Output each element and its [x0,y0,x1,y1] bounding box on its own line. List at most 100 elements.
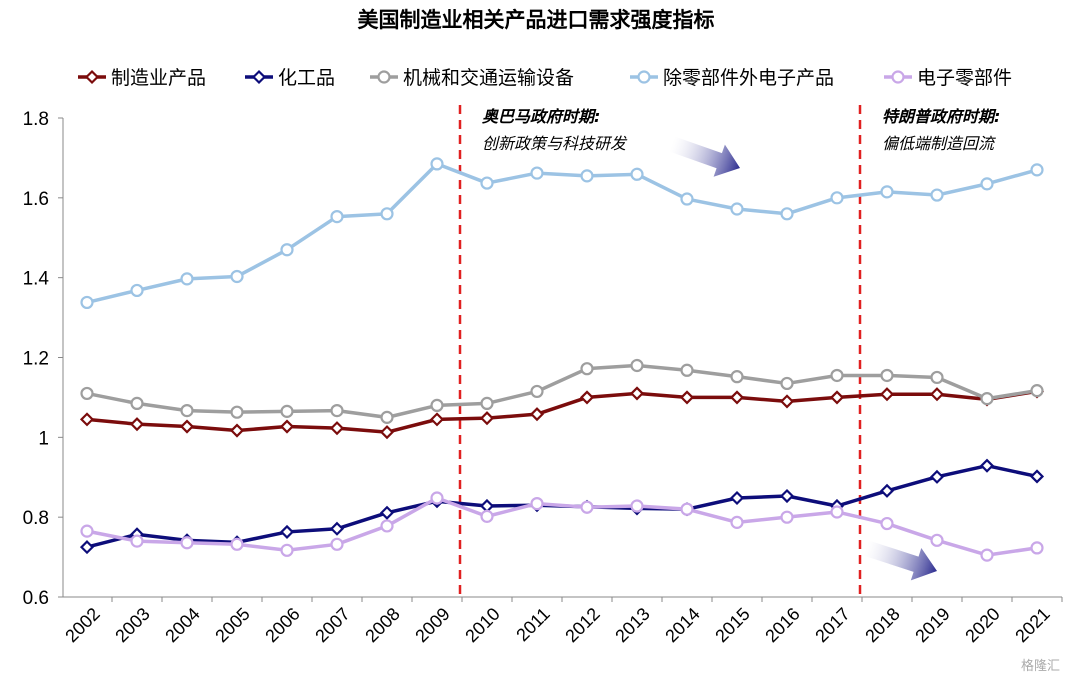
y-tick-label: 0.8 [23,508,49,529]
series-4 [80,157,1044,310]
series-1 [79,384,1045,440]
data-point [729,490,745,506]
data-point [829,390,845,405]
legend-marker [84,69,100,85]
data-point [830,368,844,383]
data-point [480,509,494,523]
x-tick-label: 2013 [611,604,653,646]
data-point [780,510,794,524]
data-point [129,417,145,432]
legend: 制造业产品 化工品 机械和交通运输设备 除零部件外电子产品 电子零部件 [78,67,1012,89]
data-point [380,207,394,221]
data-point [580,169,594,183]
data-point [330,403,344,418]
data-point [330,209,344,224]
data-point [930,188,944,202]
watermark: 格隆汇 [1021,658,1060,674]
x-tick-label: 2006 [261,604,303,646]
legend-label: 制造业产品 [111,67,206,89]
period-subtitle: 偏低端制造回流 [882,134,996,153]
x-tick-label: 2004 [161,604,203,646]
data-point [179,419,195,434]
data-point [929,387,945,402]
data-point [430,398,444,412]
y-tick-label: 1.8 [23,109,49,130]
data-point [230,269,244,284]
data-point [980,548,994,562]
data-point [130,283,144,298]
data-point [379,425,395,440]
series-line [86,162,1038,305]
data-point [680,192,694,206]
series-5 [80,491,1044,562]
legend-item: 电子零部件 [884,67,1012,89]
data-point [880,516,894,531]
data-point [1030,384,1044,398]
legend-item: 除零部件外电子产品 [630,67,834,89]
y-tick-label: 1.4 [23,269,50,290]
x-tick-label: 2009 [411,604,453,646]
y-tick-label: 1.6 [23,189,49,210]
data-point [480,396,494,411]
data-point [629,386,645,401]
data-point [879,483,895,498]
data-point [779,394,795,409]
data-point [780,207,794,221]
data-point [280,404,294,418]
x-tick-label: 2020 [961,604,1003,646]
data-point [80,386,94,401]
data-point [679,390,695,405]
data-point [280,543,294,557]
data-point [329,521,345,536]
data-point [979,458,995,473]
x-tick-label: 2002 [61,604,103,646]
data-point [680,502,694,516]
data-point [930,533,944,547]
data-point [479,411,495,426]
data-point [280,243,294,257]
x-tick-label: 2015 [711,604,753,646]
data-point [980,392,994,406]
legend-item: 机械和交通运输设备 [370,67,574,89]
data-point [980,177,994,191]
data-point [880,185,894,199]
data-point [230,405,244,419]
x-tick-label: 2008 [361,604,403,646]
series-layer [79,157,1045,562]
data-point [530,496,544,511]
data-point [880,368,894,383]
data-point [430,491,444,505]
data-point [130,396,144,411]
x-tick-label: 2005 [211,604,253,646]
data-point [630,167,644,181]
data-point [779,488,795,504]
y-tick-label: 0.6 [23,588,49,609]
period-title: 奥巴马政府时期: [482,107,600,126]
data-point [530,166,544,180]
y-tick-label: 1 [38,428,49,449]
legend-label: 化工品 [278,67,335,89]
legend-marker [637,70,651,84]
data-point [729,390,745,405]
data-point [730,370,744,384]
data-point [579,390,595,405]
data-point [580,362,594,376]
data-point [1030,163,1044,177]
chart-title: 美国制造业相关产品进口需求强度指标 [358,8,715,32]
data-point [79,412,95,427]
data-point [180,272,194,286]
data-point [780,376,794,391]
legend-label: 除零部件外电子产品 [663,67,834,89]
data-point [530,384,544,399]
data-point [830,191,844,205]
x-tick-label: 2012 [561,604,603,646]
legend-label: 机械和交通运输设备 [403,67,574,89]
data-point [330,537,344,551]
x-tick-label: 2010 [461,604,503,646]
data-point [630,358,644,373]
x-tick-label: 2018 [861,604,903,646]
data-point [1029,469,1045,484]
data-point [180,536,194,550]
